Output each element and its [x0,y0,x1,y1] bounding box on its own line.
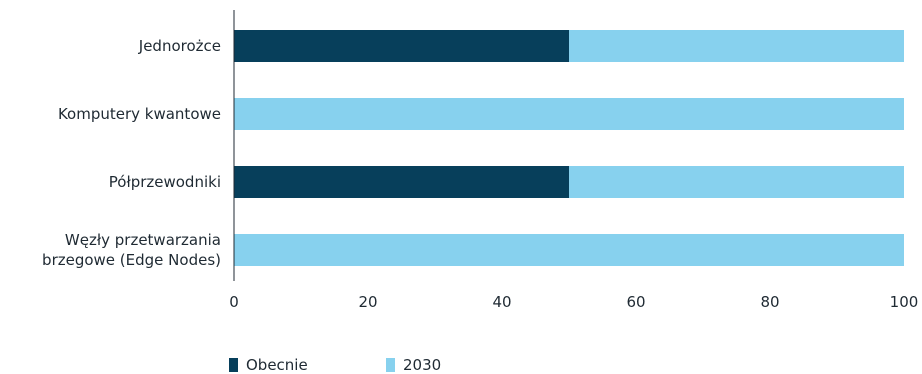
bars-layer [234,30,904,266]
x-tick-label: 100 [890,293,919,311]
category-label: Jednorożce [138,37,221,55]
legend-swatch-2030 [386,358,395,372]
bar-2030-2 [569,166,904,198]
category-label: Węzły przetwarzania [65,231,221,249]
category-label: Komputery kwantowe [58,105,221,123]
bar-2030-1 [234,98,904,130]
category-label: brzegowe (Edge Nodes) [42,251,221,269]
x-tick-label: 60 [626,293,645,311]
bar-2030-3 [234,234,904,266]
category-label: Półprzewodniki [109,173,221,191]
bar-current-0 [234,30,569,62]
legend-swatch-current [229,358,238,372]
legend-label-current: Obecnie [246,356,308,374]
x-tick-label: 40 [492,293,511,311]
bar-current-2 [234,166,569,198]
x-tick-label: 20 [358,293,377,311]
x-axis-ticks: 0 20 40 60 80 100 [229,293,918,311]
bar-2030-0 [569,30,904,62]
category-labels: Jednorożce Komputery kwantowe Półprzewodni… [42,37,221,269]
x-tick-label: 0 [229,293,239,311]
x-tick-label: 80 [760,293,779,311]
legend: Obecnie 2030 [229,356,441,374]
legend-label-2030: 2030 [403,356,441,374]
